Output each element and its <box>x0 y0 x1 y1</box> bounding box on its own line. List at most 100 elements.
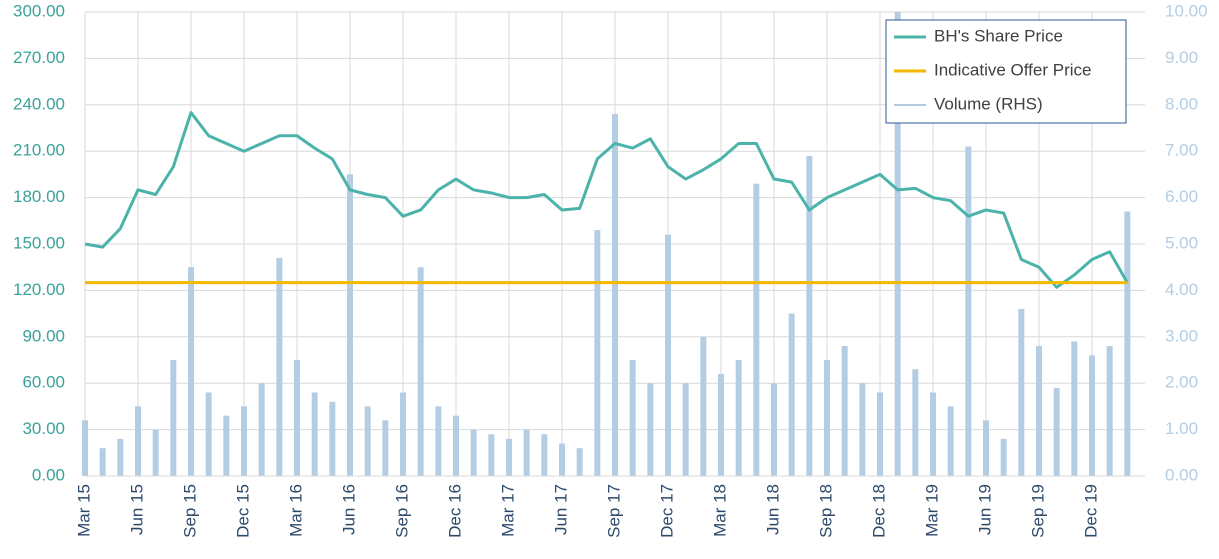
y2-tick-label: 8.00 <box>1165 94 1198 113</box>
x-tick-label: Mar 15 <box>74 484 93 537</box>
x-tick-label: Jun 16 <box>339 484 358 535</box>
volume-bar <box>629 360 636 476</box>
volume-bar <box>930 392 936 476</box>
volume-bar <box>347 174 353 476</box>
volume-bar <box>682 383 689 476</box>
volume-bar <box>99 448 106 476</box>
volume-bar <box>788 313 795 476</box>
y2-tick-label: 6.00 <box>1165 187 1198 206</box>
volume-bar <box>824 360 830 476</box>
volume-bar <box>541 434 548 476</box>
volume-bar <box>311 392 318 476</box>
volume-bar <box>117 438 124 476</box>
volume-bar <box>753 183 760 476</box>
volume-bar <box>700 336 707 476</box>
volume-bar <box>576 448 583 476</box>
volume-bar <box>82 420 88 476</box>
lines <box>84 111 1129 289</box>
y2-tick-label: 2.00 <box>1165 373 1198 392</box>
x-tick-label: Jun 18 <box>763 484 782 535</box>
price-line <box>84 111 1129 289</box>
x-tick-label: Jun 19 <box>975 484 994 535</box>
volume-bar <box>329 401 336 476</box>
volume-bar <box>258 383 265 476</box>
volume-bar <box>453 415 459 476</box>
y-tick-label: 210.00 <box>13 141 65 160</box>
x-tick-label: Sep 17 <box>604 484 623 538</box>
volume-bar <box>364 406 371 476</box>
x-tick-label: Mar 17 <box>498 484 517 537</box>
legend-label: BH's Share Price <box>934 26 1063 45</box>
x-tick-label: Jun 15 <box>127 484 146 535</box>
legend-label: Volume (RHS) <box>934 94 1043 113</box>
volume-bar <box>1071 341 1078 476</box>
volume-bar <box>806 155 813 476</box>
volume-bar <box>859 383 866 476</box>
volume-bar <box>965 146 972 476</box>
x-tick-label: Sep 18 <box>816 484 835 538</box>
volume-bar <box>1018 308 1025 476</box>
x-tick-label: Dec 17 <box>657 484 676 538</box>
y2-tick-label: 4.00 <box>1165 280 1198 299</box>
volume-bar <box>417 267 424 476</box>
y-tick-label: 180.00 <box>13 187 65 206</box>
y-tick-label: 270.00 <box>13 48 65 67</box>
volume-bar <box>188 267 194 476</box>
x-tick-label: Sep 16 <box>392 484 411 538</box>
volume-bar <box>1036 346 1042 476</box>
volume-bar <box>877 392 883 476</box>
volume-bar <box>294 360 300 476</box>
volume-bar <box>735 360 742 476</box>
volume-bar <box>276 257 283 476</box>
volume-bar <box>718 373 724 476</box>
y2-tick-label: 3.00 <box>1165 326 1198 345</box>
volume-bar <box>594 230 601 476</box>
volume-bar <box>435 406 442 476</box>
y-tick-label: 150.00 <box>13 233 65 252</box>
y-tick-label: 0.00 <box>32 465 65 484</box>
volume-bar <box>1106 346 1113 476</box>
legend-label: Indicative Offer Price <box>934 60 1091 79</box>
x-tick-label: Mar 18 <box>710 484 729 537</box>
x-tick-label: Sep 15 <box>180 484 199 538</box>
volume-bar <box>523 429 530 476</box>
x-tick-label: Dec 16 <box>445 484 464 538</box>
volume-bar <box>170 360 177 476</box>
volume-bar <box>894 12 901 476</box>
volume-bar <box>135 406 141 476</box>
y2-tick-label: 0.00 <box>1165 465 1198 484</box>
volume-bar <box>612 114 618 476</box>
y-tick-label: 30.00 <box>22 419 65 438</box>
x-tick-label: Dec 15 <box>233 484 252 538</box>
volume-bar <box>152 429 159 476</box>
volume-bar <box>1000 438 1007 476</box>
volume-bar <box>1124 211 1131 476</box>
volume-bar <box>205 392 212 476</box>
volume-bar <box>1089 355 1095 476</box>
volume-bars <box>82 12 1131 476</box>
y-tick-label: 240.00 <box>13 94 65 113</box>
y-tick-label: 60.00 <box>22 373 65 392</box>
volume-bar <box>983 420 989 476</box>
volume-bar <box>241 406 247 476</box>
y2-tick-label: 9.00 <box>1165 48 1198 67</box>
x-tick-label: Mar 19 <box>922 484 941 537</box>
volume-bar <box>382 420 389 476</box>
y2-tick-label: 1.00 <box>1165 419 1198 438</box>
volume-bar <box>647 383 654 476</box>
x-tick-label: Jun 17 <box>551 484 570 535</box>
volume-bar <box>488 434 495 476</box>
volume-bar <box>665 234 671 476</box>
y-tick-label: 120.00 <box>13 280 65 299</box>
volume-bar <box>506 438 512 476</box>
y2-tick-label: 5.00 <box>1165 233 1198 252</box>
x-tick-label: Sep 19 <box>1028 484 1047 538</box>
y2-tick-label: 7.00 <box>1165 141 1198 160</box>
volume-bar <box>223 415 230 476</box>
volume-bar <box>559 443 565 476</box>
x-tick-label: Mar 16 <box>286 484 305 537</box>
y2-tick-label: 10.00 <box>1165 1 1208 20</box>
x-tick-label: Dec 19 <box>1081 484 1100 538</box>
x-tick-label: Dec 18 <box>869 484 888 538</box>
